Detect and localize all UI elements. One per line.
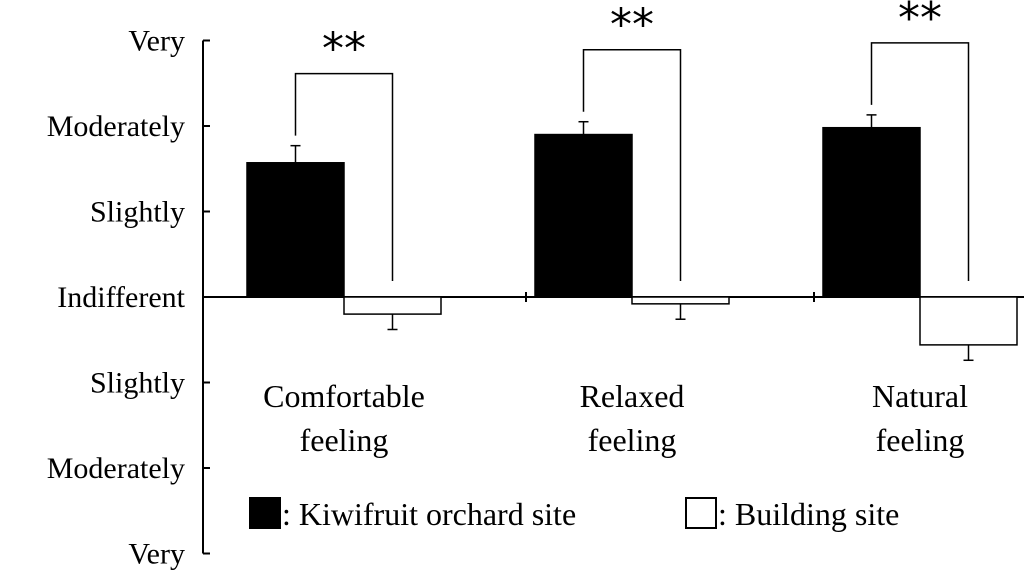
legend-swatch-orchard [249,497,281,529]
bar-orchard [822,126,921,298]
x-category-label: Comfortable [263,378,425,414]
y-tick-label: Slightly [90,196,185,229]
bar-building [919,296,1018,346]
x-category-label: feeling [876,422,965,458]
significance-label: ** [322,24,366,75]
legend-swatch-building [685,497,717,529]
bar-orchard [534,133,633,298]
significance-label: ** [610,0,654,51]
bar-building [631,296,730,305]
bar-orchard [246,162,345,298]
labels-layer: ** Comfortable feeling ** Relaxed feeling ** Na… [263,0,968,458]
significance-bracket [582,48,682,281]
y-tick-label: Indifferent [57,281,185,314]
significance-bracket [870,42,970,281]
x-category-label: feeling [588,422,677,458]
legend-label-orchard: : Kiwifruit orchard site [282,496,576,532]
y-tick-label: Moderately [47,110,185,143]
legend-label-building: : Building site [718,496,899,532]
y-tick-label: Moderately [47,452,185,485]
legend: : Kiwifruit orchard site : Building site [249,496,899,532]
y-tick-label: Very [128,538,185,571]
x-category-label: Relaxed [580,378,685,414]
bars-layer [246,42,1018,362]
x-category-label: feeling [300,422,389,458]
bar-building [343,296,442,315]
x-category-label: Natural [872,378,968,414]
significance-bracket [294,72,394,281]
y-tick-label: Very [128,25,185,58]
y-tick-label: Slightly [90,367,185,400]
significance-label: ** [898,0,942,44]
axis-layer: Very Moderately Slightly Indifferent Slightl… [47,25,1024,571]
